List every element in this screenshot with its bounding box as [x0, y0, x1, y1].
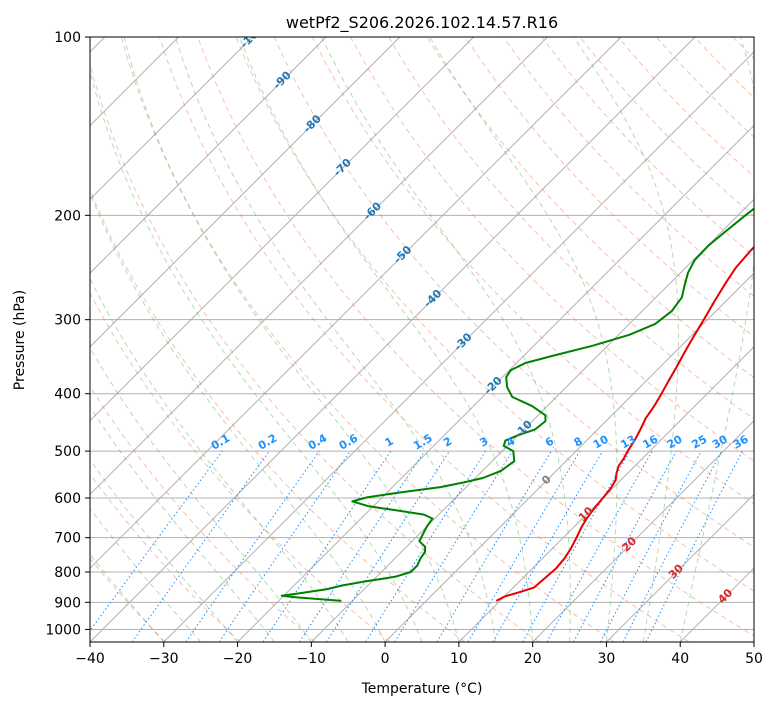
- isotherm-line: [90, 37, 548, 496]
- moist-adiabat-line: [90, 553, 165, 642]
- dry-adiabat-line: [90, 188, 465, 642]
- isotherm-line: [532, 419, 754, 642]
- moist-adiabat-line: [90, 69, 423, 642]
- y-axis-ticks: 100 200 300 400 500 600 700 800 900 1000: [45, 30, 90, 638]
- moist-adiabat-line: [90, 346, 312, 642]
- isotherm-lines: [90, 37, 754, 642]
- x-tick-label: −40: [75, 651, 105, 667]
- dry-adiabat-line: [235, 37, 754, 592]
- x-tick-label: −10: [297, 651, 327, 667]
- isotherm-line: [163, 51, 754, 642]
- isotherm-line: [606, 493, 754, 642]
- isotherm-line: [90, 37, 475, 422]
- x-axis-ticks: −40 −30 −20 −10 0 10 20 30 40 50: [75, 642, 763, 667]
- mixing-ratio-line: [262, 450, 392, 642]
- mixing-ratio-lines: [90, 450, 743, 642]
- dry-adiabat-line: [90, 385, 316, 642]
- x-axis-title: Temperature (°C): [361, 681, 483, 697]
- y-tick-label: 200: [54, 208, 81, 224]
- moist-adiabat-line: [90, 191, 386, 642]
- moist-adiabat-line: [429, 37, 618, 642]
- y-tick-label: 700: [54, 531, 81, 547]
- moist-adiabat-line: [174, 37, 497, 642]
- dry-adiabat-line: [311, 37, 754, 505]
- x-tick-label: 20: [524, 651, 542, 667]
- moist-adiabat-line: [90, 405, 275, 642]
- dewpoint-profile-line: [280, 207, 754, 602]
- x-tick-label: 40: [671, 651, 689, 667]
- moist-adiabat-line: [573, 37, 679, 642]
- dry-adiabat-line: [90, 62, 540, 642]
- dry-adiabat-line: [120, 37, 615, 642]
- x-tick-label: −20: [223, 651, 253, 667]
- isotherm-line: [458, 346, 754, 642]
- dry-adiabat-line: [273, 37, 754, 548]
- mixing-ratio-line: [394, 450, 513, 642]
- moist-adiabat-line: [123, 37, 460, 642]
- moist-adiabat-line: [239, 37, 534, 642]
- x-tick-label: 50: [745, 651, 763, 667]
- x-tick-label: 10: [450, 651, 468, 667]
- mixing-ratio-line: [299, 450, 426, 642]
- sounding-series: [280, 207, 754, 602]
- isotherm-line: [90, 37, 696, 642]
- x-tick-label: 30: [598, 651, 616, 667]
- dry-adiabat-line: [159, 37, 690, 642]
- isotherm-line: [237, 124, 754, 642]
- dry-adiabat-line: [350, 37, 754, 462]
- y-tick-label: 500: [54, 444, 81, 460]
- y-tick-label: 800: [54, 565, 81, 581]
- y-tick-label: 100: [54, 30, 81, 46]
- moist-adiabat-line: [90, 507, 202, 642]
- plot-frame: [89, 36, 755, 643]
- y-tick-label: 900: [54, 595, 81, 611]
- x-tick-label: 0: [381, 651, 390, 667]
- mixing-ratio-line: [546, 450, 653, 642]
- x-tick-label: −30: [149, 651, 179, 667]
- isotherm-line: [384, 272, 754, 642]
- dry-adiabat-line: [197, 37, 754, 637]
- mixing-ratio-line: [185, 450, 320, 642]
- isotherm-line: [90, 37, 253, 201]
- chart-title: wetPf2_S206.2026.102.14.57.R16: [286, 13, 558, 33]
- dry-adiabat-line: [90, 473, 241, 642]
- moist-adiabat-line: [90, 458, 238, 642]
- mixing-ratio-line: [325, 450, 450, 642]
- temperature-profile-line: [495, 245, 754, 602]
- y-tick-label: 300: [54, 313, 81, 329]
- isotherm-line: [90, 37, 622, 569]
- mixing-ratio-line: [90, 450, 223, 632]
- y-axis-title: Pressure (hPa): [12, 290, 28, 390]
- isotherm-line: [90, 37, 327, 274]
- mixing-ratio-line: [645, 450, 743, 642]
- dry-adiabat-line: [90, 557, 166, 642]
- isotherm-line: [90, 37, 401, 348]
- moist-adiabat-line: [321, 37, 571, 642]
- moist-adiabats: [90, 37, 754, 642]
- moist-adiabat-line: [90, 277, 349, 642]
- y-tick-label: 400: [54, 387, 81, 403]
- mixing-ratio-line: [573, 450, 677, 642]
- y-tick-label: 1000: [45, 622, 81, 638]
- mixing-ratio-line: [218, 450, 351, 642]
- y-tick-label: 600: [54, 491, 81, 507]
- mixing-ratio-line: [131, 450, 270, 642]
